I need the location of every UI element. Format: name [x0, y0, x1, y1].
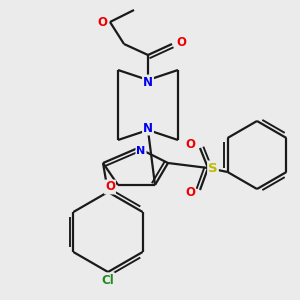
- Text: O: O: [185, 187, 195, 200]
- Text: O: O: [176, 35, 186, 49]
- Text: N: N: [136, 146, 146, 156]
- Text: O: O: [105, 181, 115, 194]
- Text: N: N: [143, 76, 153, 88]
- Text: Cl: Cl: [102, 274, 114, 286]
- Text: O: O: [97, 16, 107, 28]
- Text: S: S: [208, 161, 218, 175]
- Text: O: O: [185, 139, 195, 152]
- Text: N: N: [143, 122, 153, 134]
